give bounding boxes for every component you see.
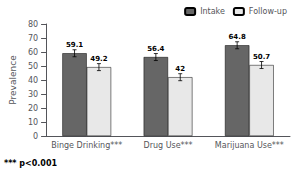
svg-text:20: 20: [28, 104, 38, 113]
svg-text:30: 30: [28, 90, 38, 99]
svg-text:*** p<0.001: *** p<0.001: [4, 159, 58, 168]
svg-text:50: 50: [28, 62, 38, 71]
svg-text:56.4: 56.4: [147, 45, 164, 53]
svg-text:Prevalence: Prevalence: [8, 55, 18, 105]
svg-text:50.7: 50.7: [253, 53, 270, 61]
svg-text:Drug Use***: Drug Use***: [143, 141, 192, 150]
svg-text:64.8: 64.8: [229, 33, 246, 41]
svg-text:Intake: Intake: [200, 7, 225, 16]
svg-text:59.1: 59.1: [66, 41, 83, 49]
svg-text:Binge Drinking***: Binge Drinking***: [51, 141, 122, 150]
svg-text:60: 60: [28, 48, 38, 57]
svg-text:70: 70: [28, 34, 38, 43]
svg-text:Marijuana Use***: Marijuana Use***: [215, 141, 284, 150]
svg-text:80: 80: [28, 20, 38, 29]
svg-text:40: 40: [28, 76, 38, 85]
svg-text:Follow-up: Follow-up: [249, 7, 287, 16]
svg-text:49.2: 49.2: [90, 55, 107, 63]
svg-text:42: 42: [175, 65, 185, 73]
svg-text:0: 0: [33, 132, 38, 141]
svg-text:10: 10: [28, 118, 38, 127]
